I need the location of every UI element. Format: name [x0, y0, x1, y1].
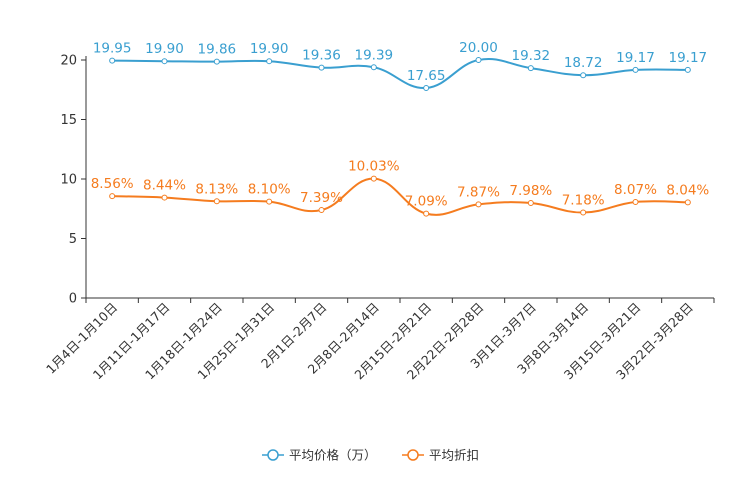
data-point: [213, 58, 220, 65]
data-label: 7.09%: [405, 194, 448, 210]
data-point: [632, 66, 639, 73]
legend-marker-icon: [267, 449, 279, 461]
data-point: [684, 199, 691, 206]
data-label: 19.36: [302, 48, 341, 64]
data-label: 19.32: [512, 48, 551, 64]
data-label: 18.72: [564, 55, 603, 71]
data-label: 8.10%: [248, 182, 291, 198]
data-point: [580, 72, 587, 79]
legend-marker-icon: [407, 449, 419, 461]
data-label: 7.87%: [457, 184, 500, 200]
data-label: 19.90: [250, 41, 289, 57]
data-point: [266, 198, 273, 205]
data-label: 8.44%: [143, 178, 186, 194]
data-point: [318, 64, 325, 71]
y-tick-label: 0: [69, 292, 77, 307]
data-point: [266, 58, 273, 65]
data-point: [109, 57, 116, 64]
data-point: [423, 210, 430, 217]
data-point: [527, 200, 534, 207]
data-point: [475, 57, 482, 63]
data-label: 10.03%: [348, 159, 400, 175]
data-point: [318, 207, 325, 214]
data-label: 19.17: [669, 50, 708, 66]
data-label: 8.13%: [195, 181, 238, 197]
data-label: 19.90: [145, 41, 184, 57]
data-point: [370, 64, 377, 71]
data-label: 20.00: [459, 40, 498, 56]
data-point: [161, 58, 168, 65]
data-label: 7.18%: [562, 193, 605, 209]
data-point: [213, 198, 220, 205]
legend-item-label: 平均折扣: [429, 448, 479, 463]
data-point: [161, 194, 168, 201]
data-label: 8.07%: [614, 182, 657, 198]
data-label: 8.04%: [666, 182, 709, 198]
data-label: 7.39%: [300, 190, 343, 206]
data-point: [684, 66, 691, 73]
data-label: 7.98%: [509, 183, 552, 199]
data-point: [475, 201, 482, 208]
data-point: [423, 84, 430, 91]
legend-item-label: 平均价格（万）: [289, 448, 377, 463]
data-label: 19.95: [93, 41, 132, 57]
y-tick-label: 20: [60, 54, 77, 69]
y-tick-label: 10: [60, 173, 77, 188]
data-label: 19.39: [355, 47, 394, 63]
data-label: 17.65: [407, 68, 446, 84]
series-line-1: [112, 58, 688, 89]
data-point: [632, 198, 639, 205]
y-tick-label: 15: [60, 113, 77, 128]
data-point: [370, 175, 377, 182]
y-tick-label: 5: [69, 232, 77, 247]
data-label: 19.86: [198, 42, 237, 58]
data-point: [527, 65, 534, 72]
data-point: [109, 193, 116, 200]
data-label: 19.17: [616, 50, 655, 66]
data-label: 8.56%: [91, 176, 134, 192]
data-point: [580, 209, 587, 216]
